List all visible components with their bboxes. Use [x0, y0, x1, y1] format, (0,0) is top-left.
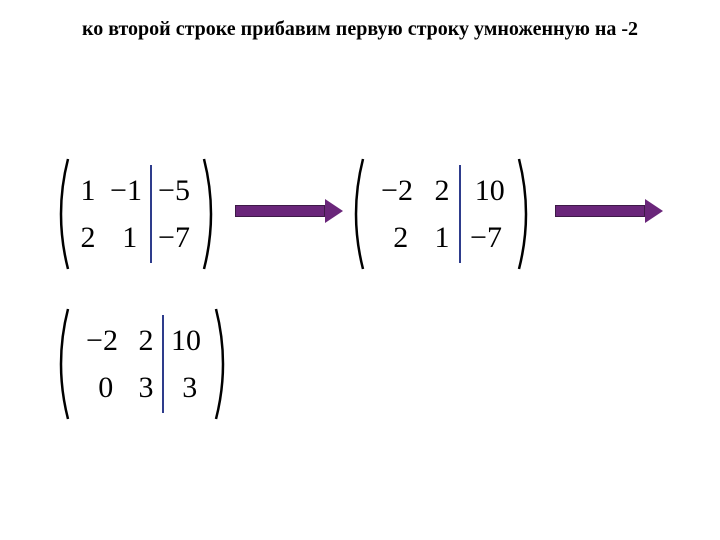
- m3-c11: 3: [130, 371, 162, 405]
- arrow-1-shaft: [235, 205, 325, 217]
- m1-c12: −7: [150, 221, 198, 255]
- m1-c00: 1: [74, 174, 102, 208]
- matrix-1-row-0: 1 −1 −5: [74, 170, 198, 212]
- matrix-2-row-1: 2 1 −7: [369, 217, 513, 259]
- m2-c00: −2: [369, 174, 425, 208]
- matrix-3-row-1: 0 3 3: [74, 367, 210, 409]
- paren-left: [345, 155, 367, 273]
- m1-c01: −1: [102, 174, 150, 208]
- paren-right: [515, 155, 537, 273]
- m1-c11: 1: [102, 221, 150, 255]
- m2-c10: 2: [369, 221, 425, 255]
- m3-c00: −2: [74, 324, 130, 358]
- arrow-1: [235, 205, 325, 217]
- m2-c01: 2: [425, 174, 459, 208]
- paren-right: [200, 155, 222, 273]
- aug-bar-2: [459, 165, 461, 263]
- m3-c02: 10: [162, 324, 210, 358]
- arrow-2-shaft: [555, 205, 645, 217]
- caption-text: ко второй строке прибавим первую строку …: [0, 18, 720, 41]
- m1-c02: −5: [150, 174, 198, 208]
- matrix-2: −2 2 10 2 1 −7: [345, 155, 537, 273]
- matrix-3-row-0: −2 2 10: [74, 320, 210, 362]
- m3-c10: 0: [74, 371, 130, 405]
- m3-c01: 2: [130, 324, 162, 358]
- matrix-1: 1 −1 −5 2 1 −7: [50, 155, 222, 273]
- matrix-2-row-0: −2 2 10: [369, 170, 513, 212]
- aug-bar-1: [150, 165, 152, 263]
- matrix-3-content: −2 2 10 0 3 3: [72, 305, 212, 423]
- m1-c10: 2: [74, 221, 102, 255]
- arrow-1-head: [325, 199, 343, 223]
- matrix-2-content: −2 2 10 2 1 −7: [367, 155, 515, 273]
- m2-c02: 10: [459, 174, 513, 208]
- matrix-1-content: 1 −1 −5 2 1 −7: [72, 155, 200, 273]
- matrix-3: −2 2 10 0 3 3: [50, 305, 234, 423]
- m3-c12: 3: [162, 371, 210, 405]
- paren-right: [212, 305, 234, 423]
- arrow-2-head: [645, 199, 663, 223]
- m2-c11: 1: [425, 221, 459, 255]
- paren-left: [50, 155, 72, 273]
- arrow-2: [555, 205, 645, 217]
- paren-left: [50, 305, 72, 423]
- matrix-1-row-1: 2 1 −7: [74, 217, 198, 259]
- aug-bar-3: [162, 315, 164, 413]
- m2-c12: −7: [459, 221, 513, 255]
